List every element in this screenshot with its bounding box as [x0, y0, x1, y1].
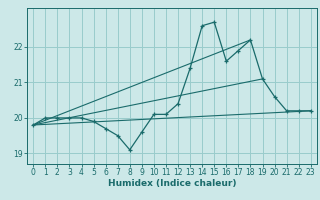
X-axis label: Humidex (Indice chaleur): Humidex (Indice chaleur) — [108, 179, 236, 188]
